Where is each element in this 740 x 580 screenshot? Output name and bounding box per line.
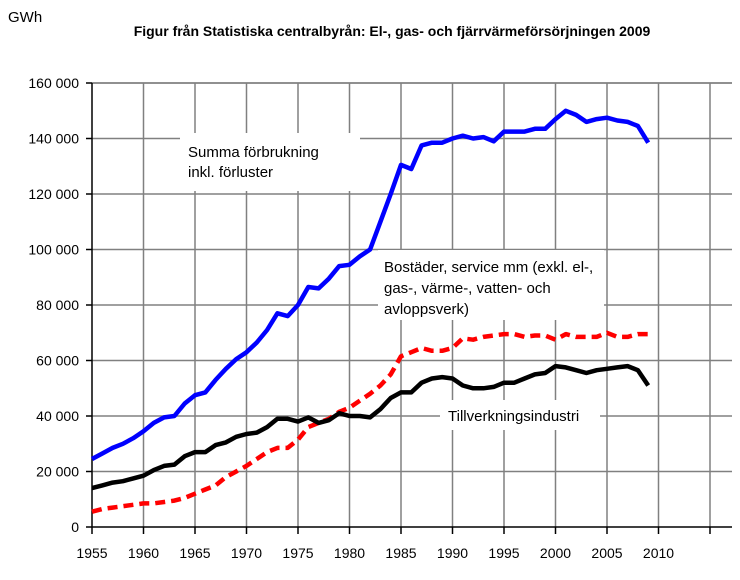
- x-ticks: 1955 1960 1965 1970 1975 1980 1985 1990 1995 2000…: [76, 545, 674, 561]
- annotation-bostader-line1: Bostäder, service mm (exkl. el-,: [384, 259, 593, 276]
- x-tick-label: 2005: [591, 545, 622, 561]
- y-tick-label: 60 000: [36, 353, 79, 369]
- x-tick-label: 2010: [643, 545, 674, 561]
- y-ticks: 0 20 000 40 000 60 000 80 000 100 000 120 000 1…: [28, 75, 79, 535]
- y-tick-label: 20 000: [36, 464, 79, 480]
- series-lines: [90, 108, 651, 514]
- annotation-bostader-line3: avloppsverk): [384, 301, 469, 318]
- annotation-bostader: Bostäder, service mm (exkl. el-, gas-, v…: [378, 250, 604, 320]
- y-tick-label: 80 000: [36, 297, 79, 313]
- annotation-bostader-line2: gas-, värme-, vatten- och: [384, 280, 551, 297]
- y-tick-label: 0: [71, 519, 79, 535]
- y-tick-label: 120 000: [28, 186, 79, 202]
- series-line-0: [90, 108, 651, 461]
- y-tick-label: 140 000: [28, 131, 79, 147]
- series-line-2: [91, 363, 651, 491]
- annotation-industri: Tillverkningsindustri: [440, 400, 600, 430]
- annotation-industri-text: Tillverkningsindustri: [448, 408, 579, 425]
- y-tick-label: 40 000: [36, 408, 79, 424]
- x-tick-label: 1990: [437, 545, 468, 561]
- x-tick-label: 1970: [231, 545, 262, 561]
- x-tick-label: 1955: [76, 545, 107, 561]
- annotation-summa-line1: Summa förbrukning: [188, 144, 319, 161]
- y-tick-label: 100 000: [28, 242, 79, 258]
- x-tick-label: 1995: [488, 545, 519, 561]
- x-tick-label: 1960: [128, 545, 159, 561]
- y-axis-label: GWh: [8, 9, 42, 26]
- chart-title: Figur från Statistiska centralbyrån: El-…: [134, 23, 651, 39]
- series-line-1: [91, 330, 649, 514]
- y-tick-label: 160 000: [28, 75, 79, 91]
- annotation-summa: Summa förbrukning inkl. förluster: [180, 133, 360, 191]
- x-tick-label: 1985: [385, 545, 416, 561]
- x-tick-label: 1975: [282, 545, 313, 561]
- annotation-summa-line2: inkl. förluster: [188, 164, 273, 181]
- x-tick-label: 1965: [179, 545, 210, 561]
- x-tick-label: 1980: [334, 545, 365, 561]
- x-tick-label: 2000: [540, 545, 571, 561]
